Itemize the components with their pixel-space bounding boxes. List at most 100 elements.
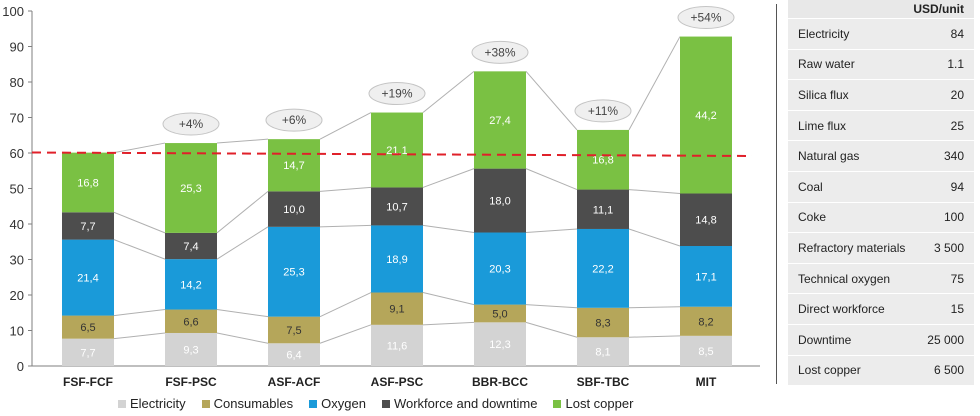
bar-segment [165, 143, 217, 233]
cost-table-row: Raw water 1.1 [788, 49, 974, 80]
cost-item-value: 6 500 [933, 363, 964, 378]
cost-item-label: Raw water [798, 57, 855, 72]
cost-item-value: 3 500 [933, 240, 964, 255]
cost-item-value: 75 [950, 271, 964, 286]
data-label: 7,4 [183, 241, 198, 253]
cost-table-row: Electricity 84 [788, 19, 974, 49]
bar-segment [371, 112, 423, 188]
legend-item: Lost copper [553, 396, 633, 411]
data-label: 25,3 [180, 183, 201, 195]
unit-cost-table: USD/unit Electricity 84 Raw water 1.1 Silica… [788, 0, 974, 386]
cost-table-row: Coke 100 [788, 202, 974, 233]
reference-line [31, 151, 753, 157]
change-badge [162, 112, 220, 136]
y-tick-label: 30 [10, 253, 24, 268]
data-label: 18,9 [386, 254, 407, 266]
bar-segment [577, 228, 629, 308]
legend-item: Workforce and downtime [381, 396, 538, 411]
connector-line [216, 190, 269, 234]
connector-line [113, 332, 166, 340]
cost-table-row: Coal 94 [788, 171, 974, 202]
x-tick-label: FSF-FCF [63, 375, 113, 389]
data-label: 22,2 [592, 263, 613, 275]
connector-lines [113, 36, 681, 344]
cost-table-row: Direct workforce 15 [788, 294, 974, 324]
bar-segment [165, 232, 217, 260]
change-badge [368, 82, 426, 106]
change-badge-label: +6% [282, 113, 307, 127]
bar-segment [371, 324, 423, 366]
connector-line [319, 324, 372, 344]
data-label: 8,5 [698, 346, 713, 358]
connector-line [525, 71, 578, 131]
cost-table-row: Natural gas 340 [788, 141, 974, 171]
legend-label: Electricity [130, 396, 186, 411]
data-label: 20,3 [489, 264, 510, 276]
legend-item: Oxygen [309, 396, 366, 411]
data-label: 44,2 [695, 110, 716, 122]
change-badge [574, 99, 632, 123]
data-label: 7,5 [286, 325, 301, 337]
data-label: 16,8 [77, 177, 98, 189]
y-tick-label: 0 [17, 359, 24, 374]
bar-segment [680, 335, 732, 366]
legend-item: Consumables [201, 396, 293, 411]
cost-table-row: Lime flux 25 [788, 110, 974, 141]
connector-line [319, 112, 372, 140]
legend-label: Workforce and downtime [393, 396, 538, 411]
bar-segment [268, 139, 320, 192]
connector-line [319, 292, 372, 318]
cost-item-label: Lost copper [798, 363, 861, 378]
cost-item-value: 1.1 [947, 57, 964, 72]
bar-segment [474, 322, 526, 366]
cost-item-label: Downtime [798, 332, 852, 347]
bar-segment [474, 304, 526, 323]
bar-segment [62, 338, 114, 366]
connector-line [628, 228, 681, 247]
legend-label: Oxygen [321, 396, 366, 411]
bar-segment [371, 225, 423, 293]
connector-line [525, 321, 578, 338]
bar-segment [680, 306, 732, 336]
data-label: 16,8 [592, 155, 613, 167]
cost-item-value: 15 [950, 302, 964, 317]
data-label: 18,0 [489, 196, 510, 208]
bar-segment [62, 239, 114, 316]
data-label: 14,8 [695, 215, 716, 227]
y-tick-label: 70 [10, 111, 24, 126]
x-tick-label: SBF-TBC [577, 375, 630, 389]
y-tick-label: 50 [10, 182, 24, 197]
cost-table-header: USD/unit [788, 0, 974, 18]
cost-item-label: Silica flux [798, 87, 849, 102]
data-label: 8,2 [698, 316, 713, 328]
connector-line [628, 36, 681, 131]
connector-line [525, 304, 578, 309]
data-label: 5,0 [492, 308, 507, 320]
change-badge [677, 6, 735, 30]
cost-item-value: 340 [943, 149, 964, 164]
x-tick-label: BBR-BCC [472, 375, 528, 389]
cost-item-label: Lime flux [798, 118, 847, 133]
connector-line [422, 321, 475, 326]
data-label: 6,4 [286, 350, 301, 362]
bar-segment [62, 152, 114, 213]
stacked-bar-chart: 0 10 20 30 40 50 60 70 80 90 100 7,7 9,3 6,4 11,6 12,3 8… [2, 4, 760, 389]
data-label: 10,0 [283, 204, 304, 216]
cost-table-row: Downtime 25 000 [788, 324, 974, 355]
data-label: 21,1 [386, 145, 407, 157]
bar-segment [474, 71, 526, 169]
connector-line [422, 292, 475, 306]
bar-segment [577, 337, 629, 366]
panel-divider [776, 4, 777, 384]
cost-item-value: 25 [950, 118, 964, 133]
cost-item-label: Coke [798, 210, 827, 225]
bar-segment [680, 36, 732, 194]
data-label: 6,5 [80, 322, 95, 334]
change-badge-label: +11% [588, 104, 618, 118]
data-label: 21,4 [77, 273, 98, 285]
change-badge-label: +54% [690, 11, 721, 25]
cost-item-value: 94 [950, 179, 964, 194]
data-label: 14,2 [180, 279, 201, 291]
connector-line [525, 168, 578, 191]
change-badge-label: +19% [381, 87, 412, 101]
